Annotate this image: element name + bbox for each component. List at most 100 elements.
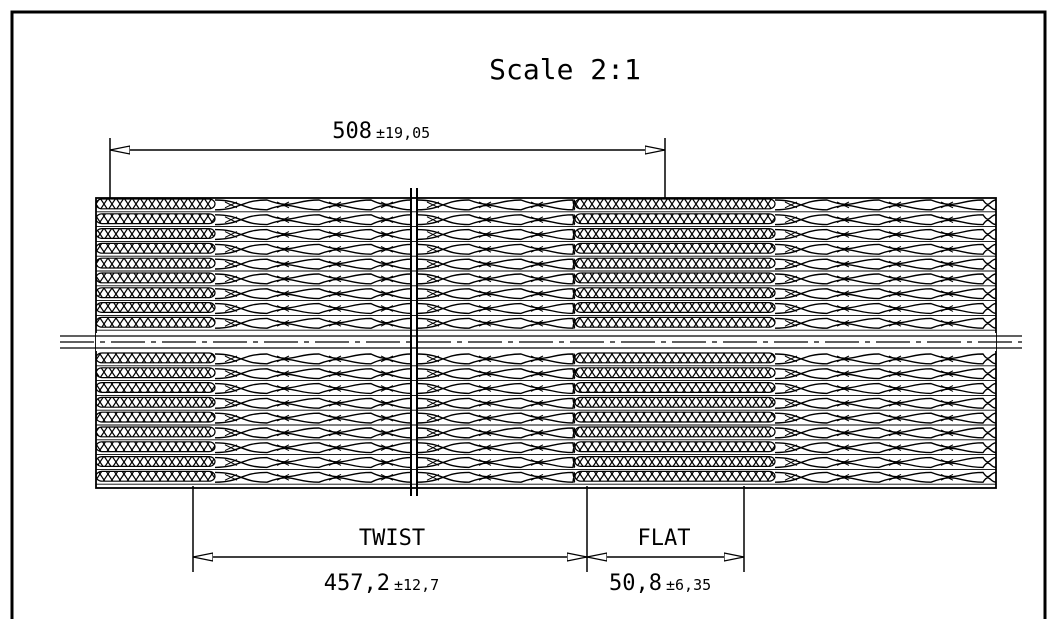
twist-hatch — [784, 319, 798, 327]
twist-hatch — [276, 429, 290, 437]
twist-hatch — [888, 305, 902, 312]
conductor-flat — [95, 470, 216, 482]
twist-hatch — [276, 305, 290, 312]
twist-hatch — [224, 385, 238, 392]
twist-hatch — [478, 319, 492, 327]
twist-hatch — [836, 260, 850, 268]
twist-hatch — [224, 245, 238, 253]
twist-hatch — [784, 355, 798, 363]
twist-hatch — [940, 399, 954, 407]
twist-hatch — [276, 399, 290, 407]
conductor-twist — [774, 199, 997, 211]
conductor-twist — [416, 456, 576, 469]
twist-hatch — [328, 305, 342, 312]
conductor-twist — [214, 382, 412, 395]
twist-hatch — [530, 245, 544, 253]
twist-dimension-tolerance: ±12,7 — [394, 576, 439, 594]
conductor-twist — [416, 471, 576, 483]
conductor-flat — [574, 456, 776, 468]
conductor-twist — [214, 456, 412, 469]
twist-hatch — [836, 414, 850, 422]
conductor-twist — [416, 273, 576, 285]
twist-hatch — [276, 201, 290, 209]
break-line — [410, 188, 418, 496]
conductor-twist — [416, 456, 576, 469]
conductor-twist — [214, 302, 412, 315]
twist-hatch — [426, 444, 440, 452]
conductor-flat — [95, 228, 216, 240]
twist-hatch — [328, 245, 342, 253]
twist-hatch — [276, 444, 290, 452]
twist-hatch — [478, 305, 492, 312]
twist-hatch — [940, 355, 954, 363]
conductor-twist — [774, 258, 997, 270]
twist-hatch — [224, 201, 238, 209]
twist-hatch — [426, 473, 440, 481]
conductor-twist — [416, 243, 576, 255]
twist-hatch — [380, 385, 394, 392]
twist-hatch — [478, 245, 492, 253]
twist-hatch — [478, 399, 492, 407]
twist-hatch — [836, 245, 850, 253]
conductor-twist — [416, 243, 576, 255]
twist-hatch — [940, 444, 954, 452]
conductor-twist — [214, 317, 412, 329]
twist-hatch — [380, 305, 394, 312]
conductor-twist — [416, 442, 576, 454]
twist-hatch — [328, 260, 342, 268]
conductor-flat — [574, 213, 776, 225]
twist-hatch — [426, 385, 440, 392]
twist-hatch — [940, 370, 954, 378]
conductor-twist — [416, 317, 576, 329]
conductor-twist — [416, 288, 576, 300]
conductor-flat — [574, 287, 776, 299]
conductor-twist — [214, 368, 412, 380]
conductor-flat — [95, 411, 216, 423]
conductor-twist — [416, 288, 576, 300]
conductor-twist — [214, 456, 412, 469]
twist-hatch — [224, 216, 238, 224]
conductor-twist — [774, 353, 997, 365]
conductor-twist — [214, 273, 412, 285]
conductor-flat — [95, 242, 216, 254]
conductor-flat — [574, 198, 776, 210]
twist-hatch — [224, 444, 238, 452]
conductor-twist — [214, 471, 412, 483]
twist-hatch — [276, 290, 290, 298]
twist-hatch — [478, 275, 492, 283]
twist-hatch — [888, 459, 902, 466]
twist-hatch — [530, 399, 544, 407]
twist-hatch — [530, 459, 544, 466]
twist-hatch — [888, 355, 902, 363]
conductor-twist — [774, 199, 997, 211]
twist-hatch — [426, 319, 440, 327]
conductor-twist — [416, 199, 576, 211]
twist-hatch — [224, 275, 238, 283]
conductor-flat — [95, 213, 216, 225]
conductor-twist — [416, 199, 576, 211]
conductor-twist — [774, 427, 997, 439]
twist-hatch — [888, 216, 902, 224]
conductor-twist — [214, 397, 412, 409]
conductor-twist — [416, 427, 576, 439]
twist-hatch — [478, 414, 492, 422]
twist-hatch — [836, 399, 850, 407]
conductor-twist — [774, 397, 997, 409]
drawing-frame — [10, 10, 1047, 619]
twist-hatch — [888, 444, 902, 452]
twist-hatch — [836, 370, 850, 378]
twist-hatch — [224, 305, 238, 312]
conductor-twist — [774, 317, 997, 329]
twist-hatch — [478, 385, 492, 392]
conductor-twist — [214, 353, 412, 365]
conductor-twist — [214, 288, 412, 300]
conductor-twist — [214, 397, 412, 409]
twist-dimension: TWIST 457,2 ±12,7 — [192, 486, 588, 596]
twist-hatch — [836, 473, 850, 481]
conductor-twist — [774, 397, 997, 409]
twist-hatch — [784, 231, 798, 238]
conductor-flat — [574, 316, 776, 328]
twist-label: TWIST — [359, 526, 425, 551]
conductor-twist — [416, 397, 576, 409]
conductor-flat — [574, 441, 776, 453]
